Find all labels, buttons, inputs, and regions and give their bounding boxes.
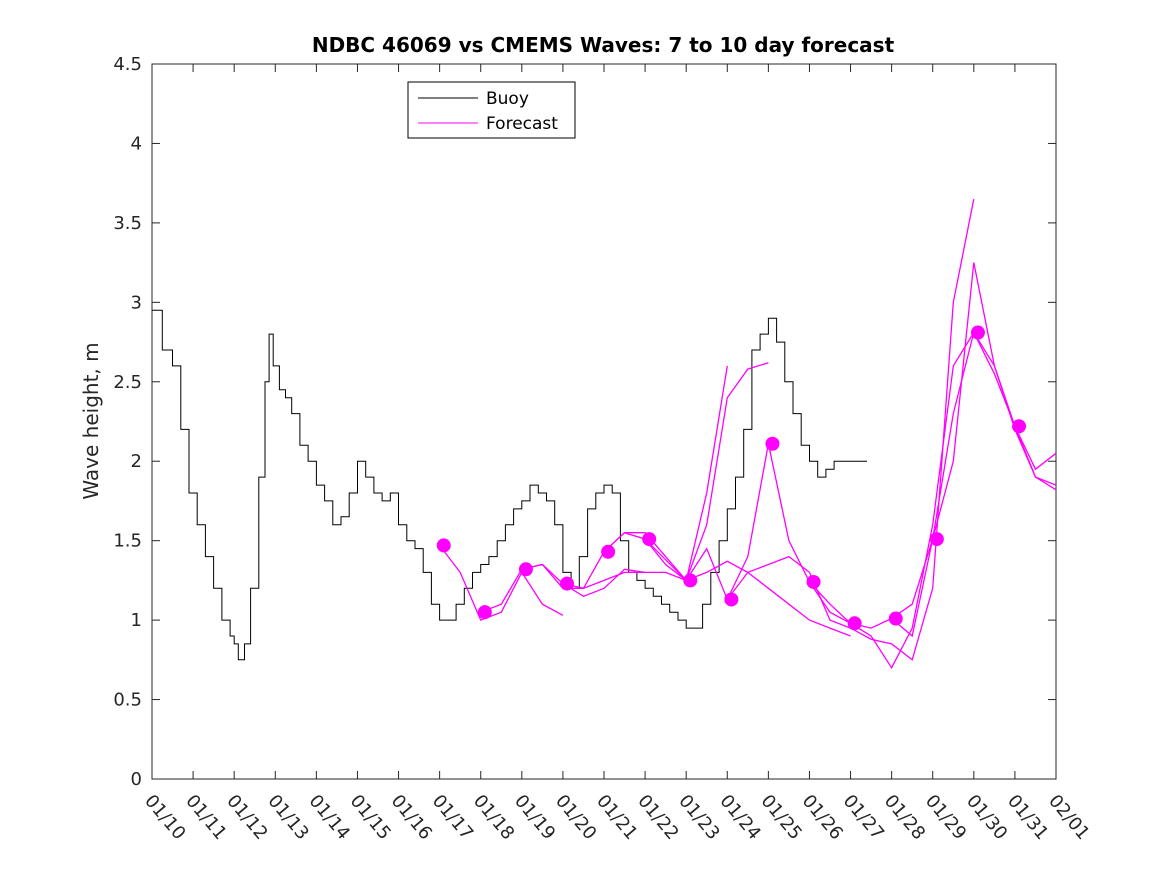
forecast-point — [683, 573, 698, 588]
forecast-point — [560, 576, 575, 591]
forecast-point — [970, 325, 985, 340]
forecast-point — [518, 562, 533, 577]
forecast-point — [765, 436, 780, 451]
forecast-point — [477, 605, 492, 620]
y-tick-label: 2 — [131, 451, 142, 472]
y-tick-label: 0 — [131, 769, 142, 790]
forecast-point — [724, 592, 739, 607]
y-tick-label: 4.5 — [113, 54, 142, 75]
legend-forecast-label: Forecast — [486, 114, 558, 134]
forecast-point — [888, 611, 903, 626]
forecast-point — [1012, 419, 1027, 434]
forecast-point — [601, 544, 616, 559]
y-tick-label: 2.5 — [113, 372, 142, 393]
y-axis-ticks: 0 0.5 1 1.5 2 2.5 3 3.5 4 4.5 — [113, 54, 1056, 790]
y-tick-label: 3 — [131, 292, 142, 313]
forecast-point — [847, 616, 862, 631]
y-axis-label: Wave height, m — [79, 342, 103, 499]
series-forecast-4 — [562, 365, 728, 590]
y-tick-label: 3.5 — [113, 213, 142, 234]
series-forecast-1 — [439, 545, 564, 621]
forecast-point — [642, 532, 657, 547]
y-tick-label: 4 — [131, 133, 142, 154]
forecast-point — [929, 532, 944, 547]
forecast-point — [806, 574, 821, 589]
legend-buoy-label: Buoy — [486, 89, 529, 109]
legend: Buoy Forecast — [407, 81, 576, 139]
y-tick-label: 0.5 — [113, 690, 142, 711]
series-buoy — [152, 309, 867, 661]
legend-box — [407, 81, 576, 139]
y-tick-label: 1 — [131, 610, 142, 631]
chart-title: NDBC 46069 vs CMEMS Waves: 7 to 10 day f… — [312, 33, 895, 57]
forecast-point — [436, 538, 451, 553]
y-tick-label: 1.5 — [113, 531, 142, 552]
series-forecast-6 — [644, 198, 975, 661]
